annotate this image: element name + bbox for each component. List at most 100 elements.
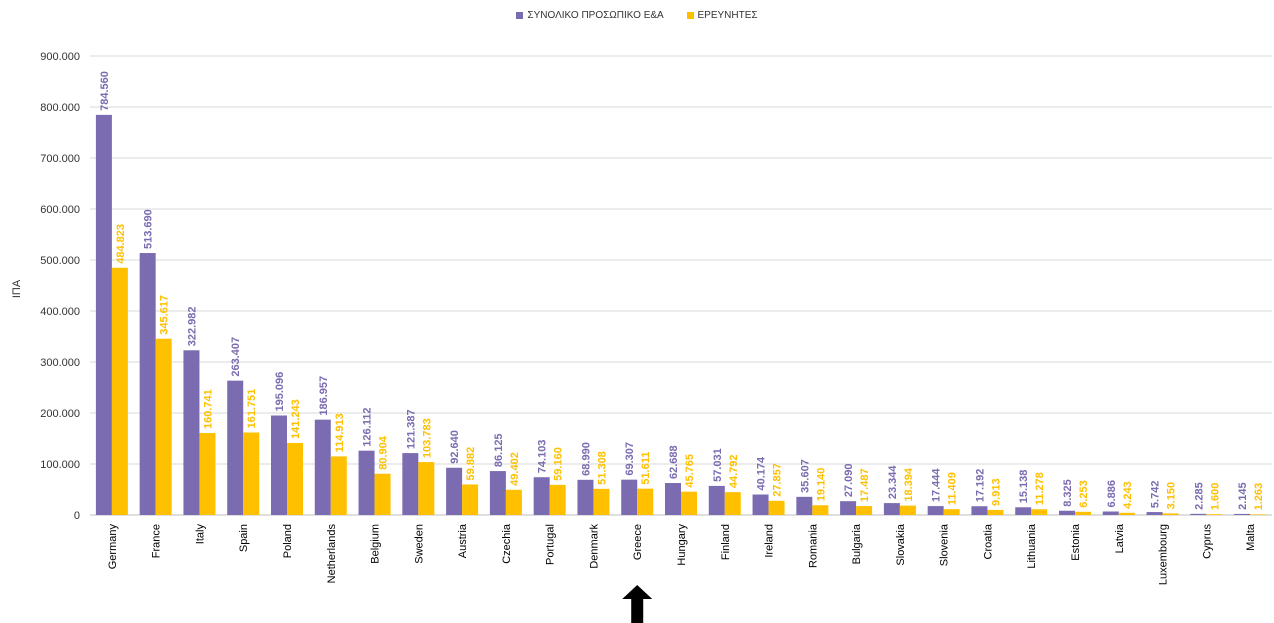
data-label-total: 322.982 <box>186 307 198 347</box>
x-tick-label: Slovakia <box>895 523 907 565</box>
data-label-researchers: 484.823 <box>115 224 127 264</box>
x-tick-label: Bulgaria <box>851 523 863 564</box>
x-tick-label: Sweden <box>413 524 425 564</box>
bar-total <box>1059 510 1075 515</box>
data-label-researchers: 59.882 <box>465 447 477 481</box>
bar-researchers <box>1118 512 1135 515</box>
data-label-researchers: 51.611 <box>640 452 652 485</box>
bar-researchers <box>505 489 522 515</box>
x-tick-label: Denmark <box>588 524 600 569</box>
bar-total <box>227 380 244 515</box>
data-label-total: 784.560 <box>99 71 111 111</box>
bar-total <box>883 503 900 515</box>
bar-researchers <box>418 462 435 515</box>
bar-researchers <box>1250 514 1267 515</box>
data-label-researchers: 11.278 <box>1034 472 1046 505</box>
data-label-total: 68.990 <box>580 442 592 476</box>
bar-total <box>446 467 463 515</box>
data-label-researchers: 19.140 <box>815 468 827 502</box>
bar-researchers <box>287 442 303 515</box>
x-tick-label: Ireland <box>764 524 776 558</box>
bar-total <box>577 479 594 515</box>
data-label-total: 92.640 <box>449 430 461 464</box>
bar-total <box>271 415 287 515</box>
data-label-researchers: 6.253 <box>1078 480 1090 508</box>
legend-item-total: ΣΥΝΟΛΙΚΟ ΠΡΟΣΩΠΙΚΟ Ε&Α <box>516 10 664 21</box>
x-tick-label: Finland <box>720 524 732 560</box>
legend-swatch-total <box>516 12 524 19</box>
legend-item-researchers: ΕΡΕΥΝΗΤΕΣ <box>686 10 758 21</box>
data-label-total: 35.607 <box>799 459 811 493</box>
bar-researchers <box>681 491 697 515</box>
bar-researchers <box>1206 514 1223 515</box>
bar-researchers <box>1031 509 1048 515</box>
data-label-total: 27.090 <box>843 464 855 498</box>
data-label-total: 263.407 <box>230 337 242 377</box>
bar-researchers <box>549 484 566 515</box>
data-label-researchers: 51.308 <box>596 451 608 485</box>
bar-researchers <box>724 492 741 515</box>
y-tick-label: 300.000 <box>40 357 80 369</box>
data-label-researchers: 11.409 <box>947 472 959 505</box>
data-label-total: 195.096 <box>274 372 286 412</box>
data-label-total: 121.387 <box>405 409 417 449</box>
data-label-researchers: 1.600 <box>1209 483 1221 511</box>
data-label-total: 57.031 <box>712 448 724 482</box>
data-label-total: 2.285 <box>1193 482 1205 510</box>
data-label-total: 17.444 <box>931 468 943 503</box>
y-tick-label: 100.000 <box>40 459 80 471</box>
data-label-researchers: 345.617 <box>159 295 171 335</box>
data-label-total: 62.688 <box>668 445 680 479</box>
x-tick-label: Croatia <box>982 523 994 559</box>
data-label-researchers: 1.263 <box>1253 483 1265 511</box>
x-tick-label: Greece <box>632 524 644 560</box>
bar-total <box>621 479 638 515</box>
bar-researchers <box>330 456 347 515</box>
data-label-researchers: 160.741 <box>202 389 214 429</box>
data-label-researchers: 114.913 <box>334 413 346 452</box>
bar-total <box>533 477 550 515</box>
data-label-total: 40.174 <box>756 456 768 491</box>
bar-researchers <box>243 432 260 515</box>
bar-researchers <box>812 505 829 515</box>
x-tick-label: Czechia <box>501 523 513 564</box>
bar-total <box>840 501 857 515</box>
x-tick-label: Lithuania <box>1026 523 1038 569</box>
x-tick-label: France <box>151 524 163 558</box>
data-label-total: 15.138 <box>1018 470 1030 504</box>
x-tick-label: Italy <box>194 524 206 545</box>
bar-researchers <box>374 473 391 515</box>
y-tick-label: 800.000 <box>40 102 80 114</box>
data-label-researchers: 17.487 <box>859 468 871 502</box>
bar-researchers <box>1075 511 1091 515</box>
data-label-total: 69.307 <box>624 442 636 476</box>
bar-total <box>1234 513 1251 515</box>
x-tick-label: Germany <box>107 524 119 570</box>
bar-total <box>796 496 813 515</box>
bar-total <box>752 494 769 515</box>
data-label-total: 23.344 <box>887 465 899 500</box>
x-tick-label: Netherlands <box>326 524 338 584</box>
bar-researchers <box>856 506 873 515</box>
data-label-total: 2.145 <box>1237 482 1249 510</box>
bar-total <box>314 419 331 515</box>
data-label-total: 17.192 <box>974 469 986 503</box>
data-label-researchers: 161.751 <box>246 389 258 429</box>
data-label-researchers: 9.913 <box>990 478 1002 506</box>
x-tick-label: Malta <box>1245 523 1257 551</box>
x-tick-label: Romania <box>807 523 819 568</box>
x-tick-label: Spain <box>238 524 250 552</box>
x-tick-label: Cyprus <box>1201 524 1213 559</box>
x-tick-label: Latvia <box>1114 523 1126 553</box>
bar-total <box>971 506 988 515</box>
data-label-researchers: 49.402 <box>509 452 521 486</box>
data-label-total: 513.690 <box>143 209 155 249</box>
bar-total <box>139 253 156 515</box>
bar-total <box>358 450 375 515</box>
bar-total <box>402 453 419 515</box>
data-label-total: 126.112 <box>362 408 374 447</box>
data-label-researchers: 80.904 <box>378 435 390 470</box>
data-label-total: 6.886 <box>1106 480 1118 508</box>
data-label-researchers: 27.857 <box>772 463 784 497</box>
x-tick-label: Austria <box>457 523 469 558</box>
